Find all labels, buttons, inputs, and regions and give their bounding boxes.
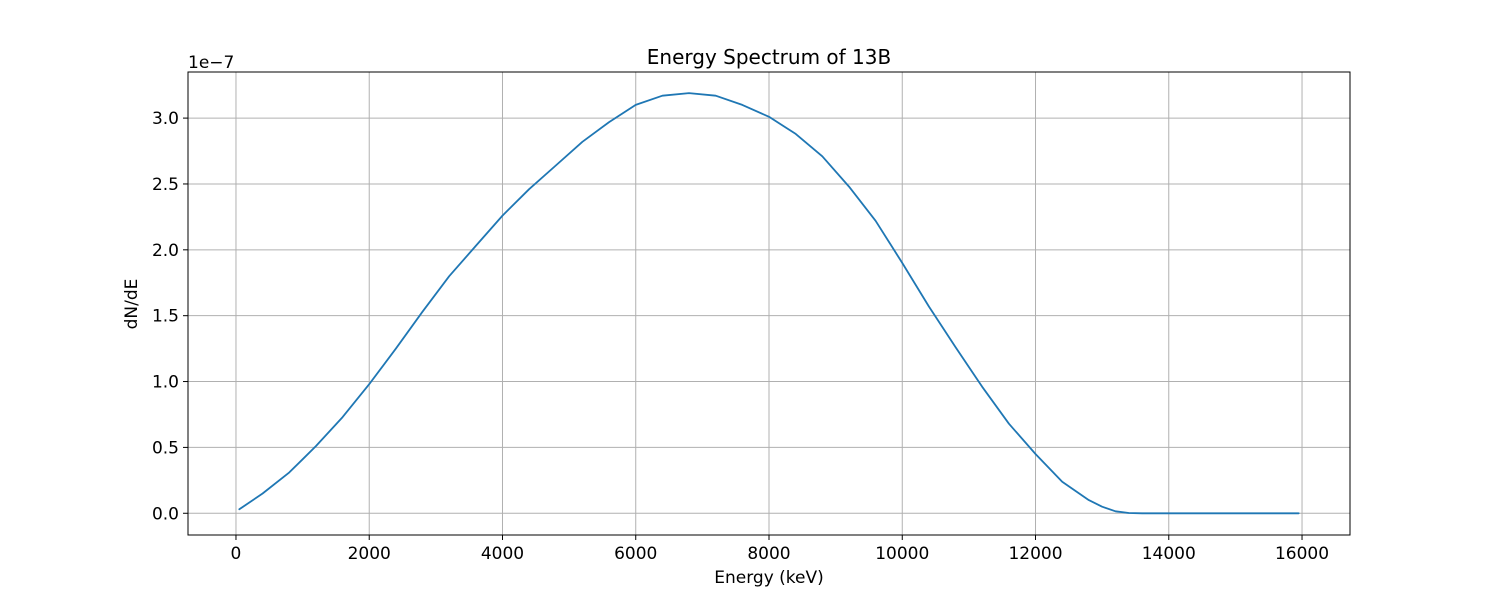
x-tick-label: 6000 [614,544,657,564]
x-tick-label: 14000 [1142,544,1196,564]
y-tick-label: 1.5 [152,307,179,327]
y-axis-ticks: 0.0 0.5 1.0 1.5 2.0 2.5 3.0 [152,109,188,524]
x-tick-label: 0 [231,544,242,564]
x-tick-label: 4000 [481,544,524,564]
x-tick-label: 10000 [875,544,929,564]
y-tick-label: 2.5 [152,175,179,195]
spectrum-line [238,92,1300,515]
y-tick-label: 2.0 [152,241,179,261]
x-tick-label: 2000 [348,544,391,564]
x-axis-label: Energy (keV) [714,568,824,588]
grid-lines [188,72,1350,535]
y-tick-label: 0.0 [152,504,179,524]
x-tick-label: 8000 [747,544,790,564]
x-tick-label: 12000 [1008,544,1062,564]
y-offset-label: 1e−7 [188,53,234,73]
chart-title: Energy Spectrum of 13B [647,45,891,69]
x-tick-label: 16000 [1275,544,1329,564]
y-axis-label: dN/dE [122,279,142,330]
y-tick-label: 1.0 [152,373,179,393]
y-tick-label: 3.0 [152,109,179,129]
x-axis-ticks: 0 2000 4000 6000 8000 10000 12000 14000 16000 [231,535,1329,564]
series-layer [238,92,1300,515]
y-tick-label: 0.5 [152,438,179,458]
